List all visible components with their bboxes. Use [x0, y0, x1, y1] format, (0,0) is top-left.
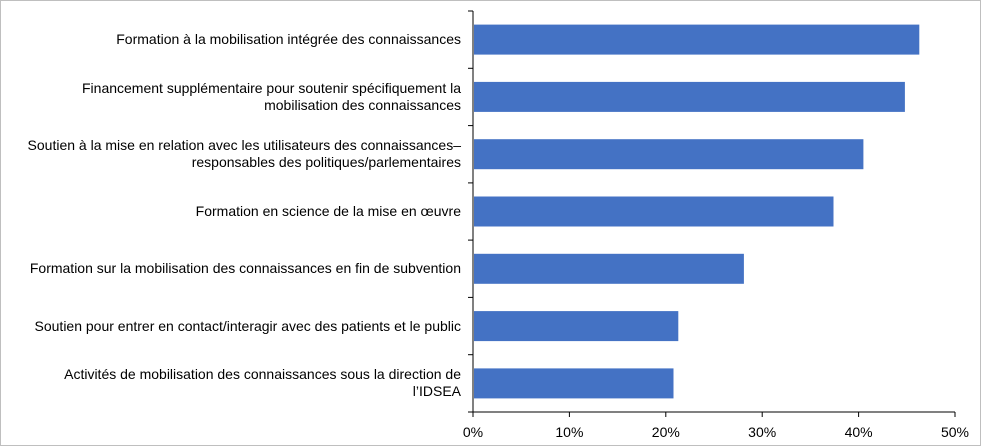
- category-label-line: responsables des politiques/parlementair…: [191, 154, 461, 171]
- category-label-line: mobilisation des connaissances: [264, 96, 461, 113]
- x-tick-label: 40%: [845, 424, 873, 440]
- bar-5: [474, 253, 744, 284]
- category-label-line: Formation à la mobilisation intégrée des…: [116, 31, 461, 48]
- bar-3: [474, 139, 864, 170]
- category-label-line: l’IDSEA: [412, 383, 461, 400]
- category-label: Soutien à la mise en relation avec les u…: [1, 137, 461, 171]
- bar-2: [474, 81, 905, 112]
- category-label-line: Formation sur la mobilisation des connai…: [29, 260, 461, 277]
- bar-1: [474, 24, 920, 55]
- category-label: Activités de mobilisation des connaissan…: [1, 366, 461, 400]
- bar-7: [474, 368, 674, 399]
- x-tick-label: 20%: [652, 424, 680, 440]
- category-label-line: Soutien pour entrer en contact/interagir…: [34, 317, 461, 334]
- category-label: Financement supplémentaire pour soutenir…: [1, 80, 461, 114]
- x-tick-label: 50%: [941, 424, 969, 440]
- category-label: Formation sur la mobilisation des connai…: [1, 260, 461, 277]
- category-label: Formation en science de la mise en œuvre: [1, 203, 461, 220]
- category-label-line: Financement supplémentaire pour soutenir…: [82, 79, 461, 96]
- x-tick-label: 0%: [463, 424, 483, 440]
- category-label-line: Activités de mobilisation des connaissan…: [64, 366, 461, 383]
- bar-6: [474, 311, 679, 342]
- x-tick-label: 30%: [748, 424, 776, 440]
- category-label-line: Soutien à la mise en relation avec les u…: [27, 137, 461, 154]
- category-label: Formation à la mobilisation intégrée des…: [1, 31, 461, 48]
- bar-4: [474, 196, 834, 227]
- category-label-line: Formation en science de la mise en œuvre: [195, 203, 461, 219]
- x-tick-label: 10%: [555, 424, 583, 440]
- category-label: Soutien pour entrer en contact/interagir…: [1, 318, 461, 335]
